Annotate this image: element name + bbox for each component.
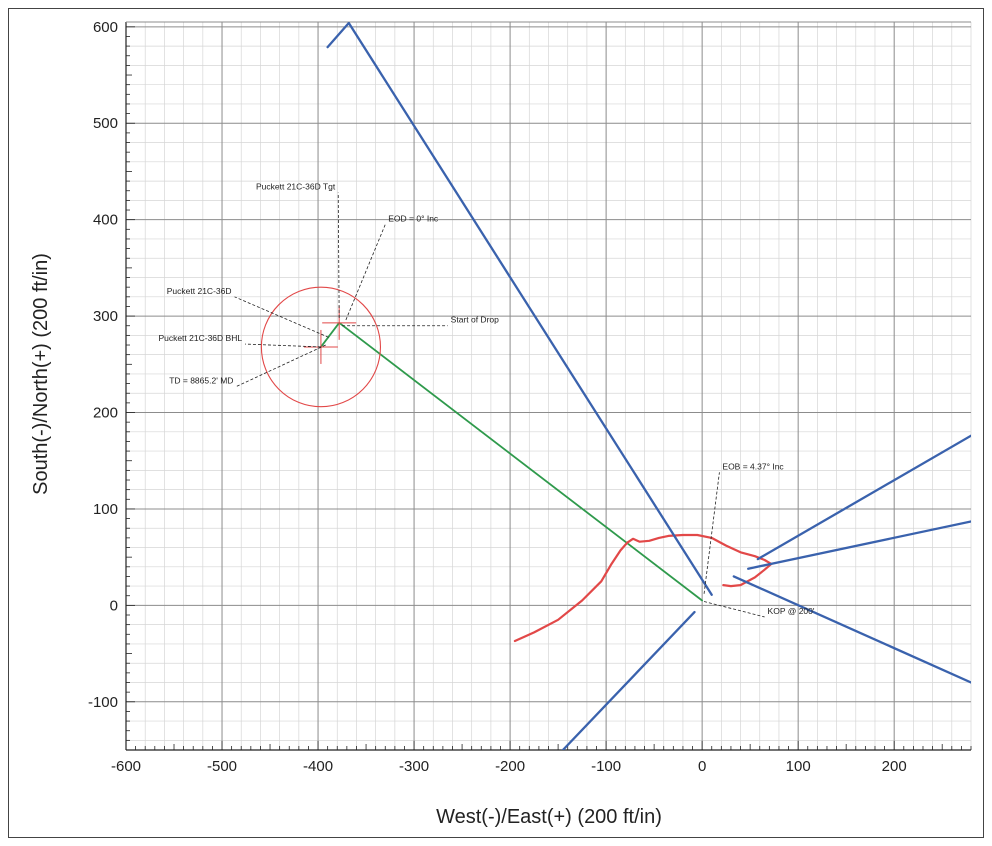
x-axis-title: West(-)/East(+) (200 ft/in) [436,806,662,828]
offset-well-line [747,520,971,570]
annotation-label: Puckett 21C-36D [167,286,232,296]
x-tick-label: -400 [303,758,333,775]
annotation-leader [234,296,329,338]
offset-well-line [561,610,696,750]
y-tick-label: -100 [88,694,118,711]
y-tick-label: 300 [93,308,118,325]
x-tick-label: -300 [399,758,429,775]
annotation-layer: Puckett 21C-36D Tgt EOD = 0° Inc Puckett 2… [158,182,815,618]
lease-line [513,533,773,643]
annotation-leader [703,601,765,618]
offset-well-line [326,22,713,596]
y-tick-label: 500 [93,115,118,132]
annotation-label: Puckett 21C-36D Tgt [256,182,336,192]
y-tick-label: 0 [110,597,118,614]
minor-grid [126,22,972,750]
annotation-label: KOP @ 200' [768,606,815,616]
chart-frame: Puckett 21C-36D Tgt EOD = 0° Inc Puckett 2… [8,8,984,838]
x-tick-label: 100 [786,758,811,775]
y-axis-title: South(-)/North(+) (200 ft/in) [30,253,52,495]
y-tick-label: 400 [93,212,118,229]
offset-well-line [756,434,971,561]
x-tick-label: -100 [591,758,621,775]
annotation-leader [236,344,326,387]
x-tick-label: -600 [111,758,141,775]
annotation-leader [345,224,386,321]
x-tick-label: -500 [207,758,237,775]
annotation-label: EOB = 4.37° Inc [722,461,784,471]
y-tick-label: 600 [93,19,118,36]
x-tick-label: -200 [495,758,525,775]
annotation-leader [703,472,720,594]
y-tick-label: 100 [93,501,118,518]
well-plan-plot: Puckett 21C-36D Tgt EOD = 0° Inc Puckett 2… [30,19,972,828]
target-circle [260,286,382,408]
annotation-label: EOD = 0° Inc [388,213,439,223]
annotation-label: Puckett 21C-36D BHL [158,333,242,343]
series-layer [319,22,971,750]
offset-well-line [732,575,971,684]
annotation-label: TD = 8865.2' MD [169,375,233,385]
tick-labels: -600 -500 -400 -300 -200 -100 0 100 200 -100 0 100 2… [88,19,907,775]
x-tick-label: 200 [882,758,907,775]
axis-ticks [125,21,972,751]
annotation-leader [245,343,321,348]
annotation-label: Start of Drop [451,315,499,325]
annotation-leader [337,192,340,319]
major-grid [125,22,971,750]
x-tick-label: 0 [698,758,706,775]
y-tick-label: 200 [93,405,118,422]
